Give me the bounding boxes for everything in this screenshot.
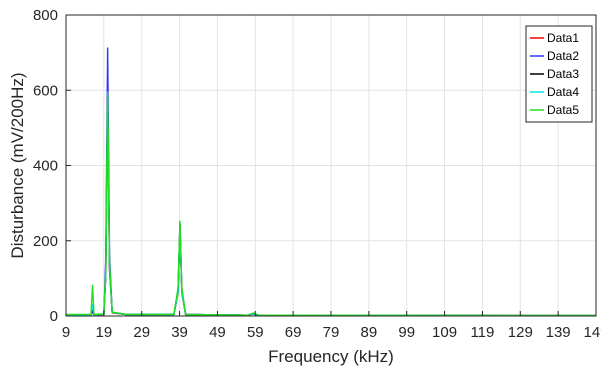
x-tick-label: 99 (398, 324, 415, 341)
x-tick-label: 69 (285, 324, 302, 341)
x-tick-label: 9 (62, 324, 70, 341)
legend-box (525, 25, 593, 123)
y-tick-label: 400 (33, 158, 58, 175)
x-tick-label: 29 (133, 324, 150, 341)
x-tick-label: 89 (361, 324, 378, 341)
x-tick-label: 79 (323, 324, 340, 341)
legend-label-data2: Data2 (547, 49, 579, 63)
legend: Data1 Data2 Data3 Data4 Data5 (525, 25, 593, 123)
x-tick-label: 129 (508, 324, 533, 341)
x-tick-label: 49 (209, 324, 226, 341)
x-tick-label: 39 (171, 324, 188, 341)
x-tick-label: 119 (470, 324, 494, 341)
y-tick-label: 800 (33, 7, 58, 24)
x-axis-label: Frequency (kHz) (268, 347, 394, 366)
x-tick-label: 139 (546, 324, 571, 341)
x-tick-label: 149 (583, 324, 601, 341)
legend-label-data1: Data1 (547, 31, 579, 45)
legend-label-data3: Data3 (547, 67, 579, 81)
series-line-data5 (66, 91, 597, 317)
y-tick-label: 0 (50, 308, 58, 325)
tick-layer: 9 19 29 39 49 59 69 79 89 99 109 119 129 139 149 0 200 40… (33, 7, 601, 341)
grid-layer (65, 14, 597, 317)
y-tick-label: 200 (33, 233, 58, 250)
legend-label-data5: Data5 (547, 103, 579, 117)
y-tick-label: 600 (33, 82, 58, 99)
x-tick-label: 19 (96, 324, 113, 341)
series-layer (66, 47, 597, 317)
y-axis-label: Disturbance (mV/200Hz) (8, 72, 27, 258)
x-tick-label: 59 (247, 324, 264, 341)
legend-label-data4: Data4 (547, 85, 579, 99)
x-tick-label: 109 (432, 324, 457, 341)
